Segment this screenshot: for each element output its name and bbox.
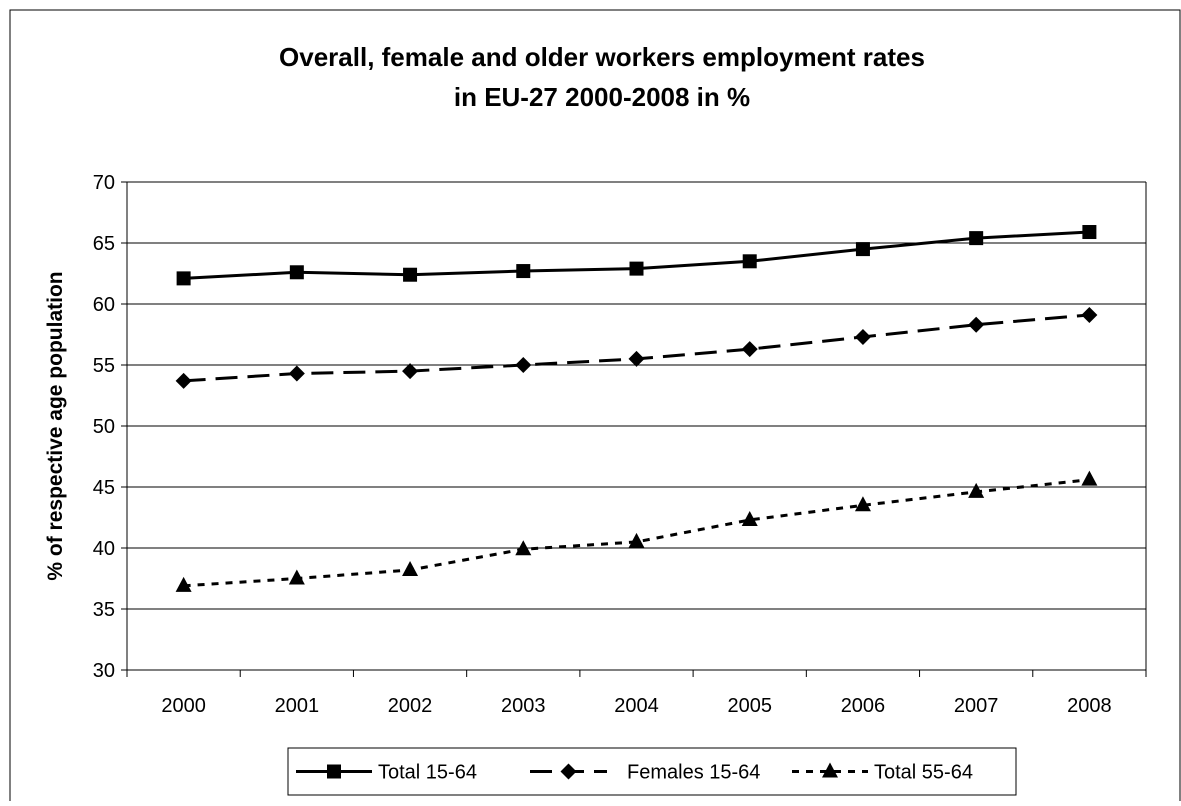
x-tick-label: 2002 [388,695,433,717]
x-tick-label: 2004 [614,695,659,717]
data-point-s1-3 [515,357,532,373]
x-tick-label: 2003 [501,695,546,717]
data-point-s2-0 [175,576,192,592]
data-point-s2-8 [1081,470,1098,486]
x-tick-label: 2008 [1067,695,1112,717]
y-tick-label: 45 [93,477,115,499]
data-point-s2-6 [854,496,871,512]
y-tick-labels: 30 35 40 45 50 55 60 65 70 [93,172,115,682]
data-point-s0-1 [289,265,304,280]
y-tick-label: 50 [93,416,115,438]
y-tick-label: 40 [93,538,115,560]
data-point-s2-1 [288,569,305,585]
data-point-s2-4 [628,532,645,548]
data-point-s1-5 [741,341,758,358]
data-point-s0-7 [969,231,984,246]
legend-marker-2 [822,762,838,778]
y-tick-label: 70 [93,172,115,194]
chart-title-line2: in EU-27 2000-2008 in % [454,82,750,112]
data-point-s1-8 [1081,306,1098,323]
data-point-s1-0 [175,372,192,389]
legend-label-2: Total 55-64 [874,762,973,784]
y-tick-label: 30 [93,660,115,682]
legend: Total 15-64 Females 15-64 Total 55-64 [287,747,1017,796]
axes [121,181,1147,677]
legend-label-1: Females 15-64 [627,762,760,784]
data-point-s0-0 [176,271,191,286]
legend-marker-0 [327,764,341,779]
x-tick-label: 2006 [841,695,886,717]
series-line-2 [183,478,1090,588]
data-point-s0-5 [742,254,757,269]
data-point-s1-4 [628,350,645,367]
chart-title-line1: Overall, female and older workers employ… [279,42,925,72]
y-axis-label: % of respective age population [44,271,67,580]
data-point-s2-7 [968,482,985,498]
legend-marker-1 [560,763,577,780]
data-point-s2-2 [402,560,419,576]
x-tick-label: 2001 [275,695,320,717]
y-tick-label: 65 [93,233,115,255]
x-tick-label: 2000 [161,695,206,717]
data-point-s2-3 [515,540,532,556]
y-tick-label: 60 [93,294,115,316]
x-tick-label: 2005 [727,695,772,717]
data-point-s0-2 [403,267,418,282]
data-point-s2-5 [741,510,758,526]
data-point-s1-1 [288,365,305,382]
data-point-s1-6 [854,328,871,345]
x-tick-label: 2007 [954,695,999,717]
data-point-s1-7 [968,316,985,333]
data-point-s0-3 [516,264,531,279]
data-point-s0-4 [629,261,644,276]
y-tick-label: 35 [93,599,115,621]
data-point-s1-2 [402,363,419,380]
series-group [175,225,1098,592]
y-tick-label: 55 [93,355,115,377]
chart-area-border [9,9,1181,806]
data-point-s0-8 [1082,225,1097,240]
x-tick-labels: 2000 2001 2002 2003 2004 2005 2006 2007 2008 [161,695,1111,717]
legend-box [287,747,1017,796]
legend-label-0: Total 15-64 [378,762,477,784]
data-point-s0-6 [855,242,870,257]
